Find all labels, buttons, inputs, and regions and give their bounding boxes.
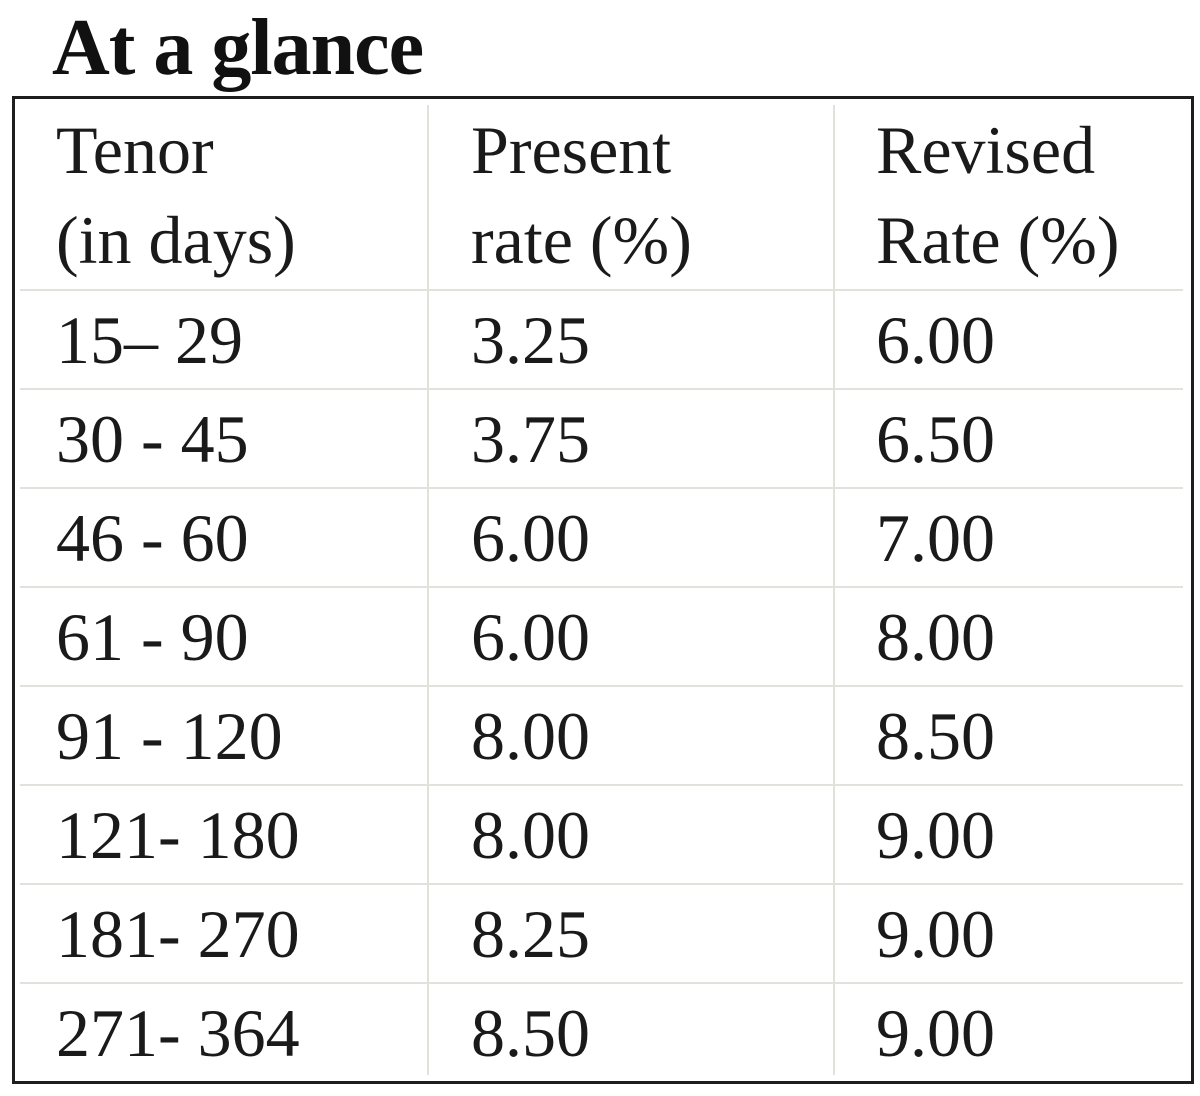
header-tenor-line1: Tenor [56, 112, 214, 188]
table-row: 121- 180 8.00 9.00 [20, 786, 1183, 885]
header-revised-line1: Revised [876, 112, 1096, 188]
cell-revised-rate: 6.50 [876, 400, 995, 477]
column-divider-2 [833, 105, 835, 1075]
table-row: 46 - 60 6.00 7.00 [20, 489, 1183, 588]
table-row: 181- 270 8.25 9.00 [20, 885, 1183, 984]
cell-present-rate: 3.25 [471, 301, 590, 378]
cell-tenor: 15– 29 [56, 301, 243, 378]
table-header-row: Tenor (in days) Present rate (%) Revised… [20, 99, 1183, 291]
cell-revised-rate: 9.00 [876, 994, 995, 1071]
cell-revised-rate: 8.50 [876, 697, 995, 774]
cell-tenor: 30 - 45 [56, 400, 249, 477]
header-present-line1: Present [471, 112, 672, 188]
cell-tenor: 181- 270 [56, 895, 300, 972]
table-row: 91 - 120 8.00 8.50 [20, 687, 1183, 786]
table-row: 15– 29 3.25 6.00 [20, 291, 1183, 390]
header-present-rate: Present rate (%) [471, 105, 692, 285]
header-tenor: Tenor (in days) [56, 105, 296, 285]
cell-present-rate: 6.00 [471, 499, 590, 576]
cell-tenor: 61 - 90 [56, 598, 249, 675]
header-present-line2: rate (%) [471, 202, 692, 278]
header-revised-rate: Revised Rate (%) [876, 105, 1120, 285]
header-tenor-line2: (in days) [56, 202, 296, 278]
cell-present-rate: 3.75 [471, 400, 590, 477]
cell-revised-rate: 8.00 [876, 598, 995, 675]
cell-present-rate: 8.00 [471, 796, 590, 873]
cell-revised-rate: 9.00 [876, 895, 995, 972]
cell-present-rate: 8.50 [471, 994, 590, 1071]
table-row: 271- 364 8.50 9.00 [20, 984, 1183, 1081]
cell-revised-rate: 9.00 [876, 796, 995, 873]
cell-tenor: 271- 364 [56, 994, 300, 1071]
cell-present-rate: 6.00 [471, 598, 590, 675]
table-row: 30 - 45 3.75 6.50 [20, 390, 1183, 489]
cell-revised-rate: 7.00 [876, 499, 995, 576]
table-row: 61 - 90 6.00 8.00 [20, 588, 1183, 687]
cell-tenor: 91 - 120 [56, 697, 283, 774]
cell-tenor: 121- 180 [56, 796, 300, 873]
cell-tenor: 46 - 60 [56, 499, 249, 576]
page-title: At a glance [52, 4, 424, 92]
cell-present-rate: 8.25 [471, 895, 590, 972]
cell-revised-rate: 6.00 [876, 301, 995, 378]
header-revised-line2: Rate (%) [876, 202, 1120, 278]
column-divider-1 [427, 105, 429, 1075]
cell-present-rate: 8.00 [471, 697, 590, 774]
rates-table: Tenor (in days) Present rate (%) Revised… [12, 96, 1194, 1084]
